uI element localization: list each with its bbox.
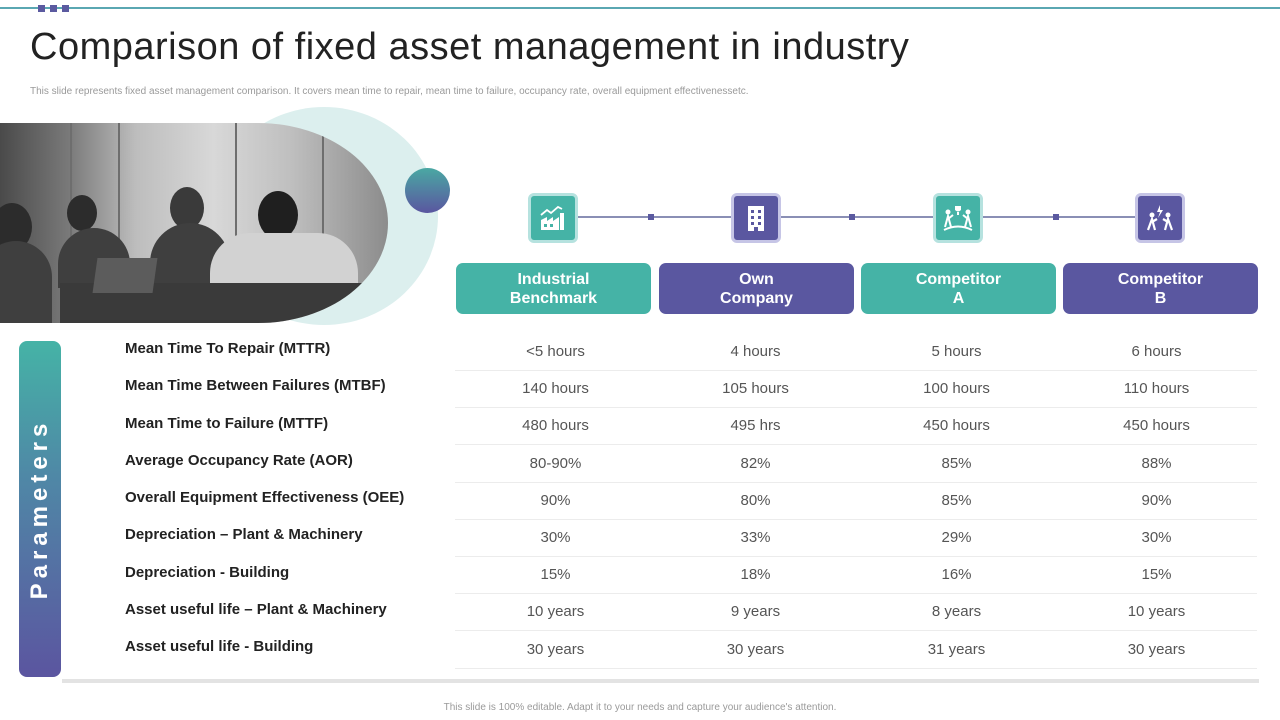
table-row: 80-90% 82% 85% 88% [455, 445, 1257, 483]
column-header-industrial-benchmark: Industrial Benchmark [456, 263, 651, 314]
table-cell: 90% [540, 492, 571, 509]
connector-line [982, 216, 1138, 218]
table-cell: 6 hours [1131, 343, 1182, 360]
top-rule [0, 7, 1280, 9]
column-header-own-company: Own Company [659, 263, 854, 314]
table-cell: 30 years [526, 641, 585, 658]
table-cell: 140 hours [522, 380, 589, 397]
decorative-gradient-ball [405, 168, 450, 213]
column-header-competitor-b: Competitor B [1063, 263, 1258, 314]
connector-dot [1053, 214, 1059, 220]
table-cell: 495 hrs [730, 417, 781, 434]
table-cell: 90% [1141, 492, 1172, 509]
page-title: Comparison of fixed asset management in … [30, 26, 910, 68]
column-header-competitor-a: Competitor A [861, 263, 1056, 314]
table-cell: 31 years [927, 641, 986, 658]
table-cell: 88% [1141, 455, 1172, 472]
table-cell: 18% [740, 566, 771, 583]
team-meeting-photo [0, 123, 388, 323]
table-row: 30% 33% 29% 30% [455, 519, 1257, 557]
parameter-label: Asset useful life – Plant & Machinery [125, 601, 387, 618]
table-row: 15% 18% 16% 15% [455, 556, 1257, 594]
table-cell: 30% [540, 529, 571, 546]
table-row: 90% 80% 85% 90% [455, 482, 1257, 520]
factory-growth-icon [528, 193, 578, 243]
table-cell: 30 years [1127, 641, 1186, 658]
top-square [38, 5, 45, 12]
table-cell: 10 years [1127, 603, 1186, 620]
table-cell: 80% [740, 492, 771, 509]
connector-line [578, 216, 734, 218]
table-cell: 4 hours [730, 343, 781, 360]
parameter-label: Depreciation - Building [125, 564, 290, 581]
parameter-label: Overall Equipment Effectiveness (OEE) [125, 489, 405, 506]
table-cell: 5 hours [931, 343, 982, 360]
parameter-label: Average Occupancy Rate (AOR) [125, 452, 353, 469]
table-cell: 82% [740, 455, 771, 472]
table-cell: 9 years [730, 603, 781, 620]
connector-dot [648, 214, 654, 220]
top-square [62, 5, 69, 12]
competition-people-icon [1135, 193, 1185, 243]
table-row: <5 hours 4 hours 5 hours 6 hours [455, 333, 1257, 371]
table-cell: 30% [1141, 529, 1172, 546]
parameter-label: Mean Time to Failure (MTTF) [125, 415, 329, 432]
footer-note: This slide is 100% editable. Adapt it to… [443, 702, 837, 713]
trophy-team-icon [933, 193, 983, 243]
connector-line [780, 216, 936, 218]
bottom-shadow-bar [62, 679, 1259, 683]
table-cell: 15% [1141, 566, 1172, 583]
table-cell: 80-90% [529, 455, 582, 472]
table-cell: 450 hours [1123, 417, 1190, 434]
parameter-label: Asset useful life - Building [125, 638, 314, 655]
table-cell: 30 years [726, 641, 785, 658]
table-row: 140 hours 105 hours 100 hours 110 hours [455, 370, 1257, 408]
parameter-label: Mean Time To Repair (MTTR) [125, 340, 331, 357]
table-cell: 100 hours [923, 380, 990, 397]
table-cell: 105 hours [722, 380, 789, 397]
table-row: 30 years 30 years 31 years 30 years [455, 631, 1257, 669]
table-cell: 450 hours [923, 417, 990, 434]
page-subtitle: This slide represents fixed asset manage… [30, 86, 749, 97]
connector-dot [849, 214, 855, 220]
table-row: 480 hours 495 hrs 450 hours 450 hours [455, 407, 1257, 445]
table-cell: 29% [941, 529, 972, 546]
table-cell: 85% [941, 455, 972, 472]
parameter-label: Mean Time Between Failures (MTBF) [125, 377, 386, 394]
parameters-sidebar: Parameters [19, 341, 61, 677]
table-cell: 110 hours [1123, 380, 1190, 397]
parameters-label: Parameters [26, 418, 53, 600]
table-cell: 33% [740, 529, 771, 546]
top-square [50, 5, 57, 12]
table-cell: 480 hours [522, 417, 589, 434]
table-cell: 16% [941, 566, 972, 583]
parameter-label: Depreciation – Plant & Machinery [125, 526, 363, 543]
table-cell: <5 hours [526, 343, 585, 360]
table-cell: 8 years [931, 603, 982, 620]
table-cell: 85% [941, 492, 972, 509]
office-building-icon [731, 193, 781, 243]
table-cell: 15% [540, 566, 571, 583]
table-cell: 10 years [526, 603, 585, 620]
table-row: 10 years 9 years 8 years 10 years [455, 593, 1257, 631]
